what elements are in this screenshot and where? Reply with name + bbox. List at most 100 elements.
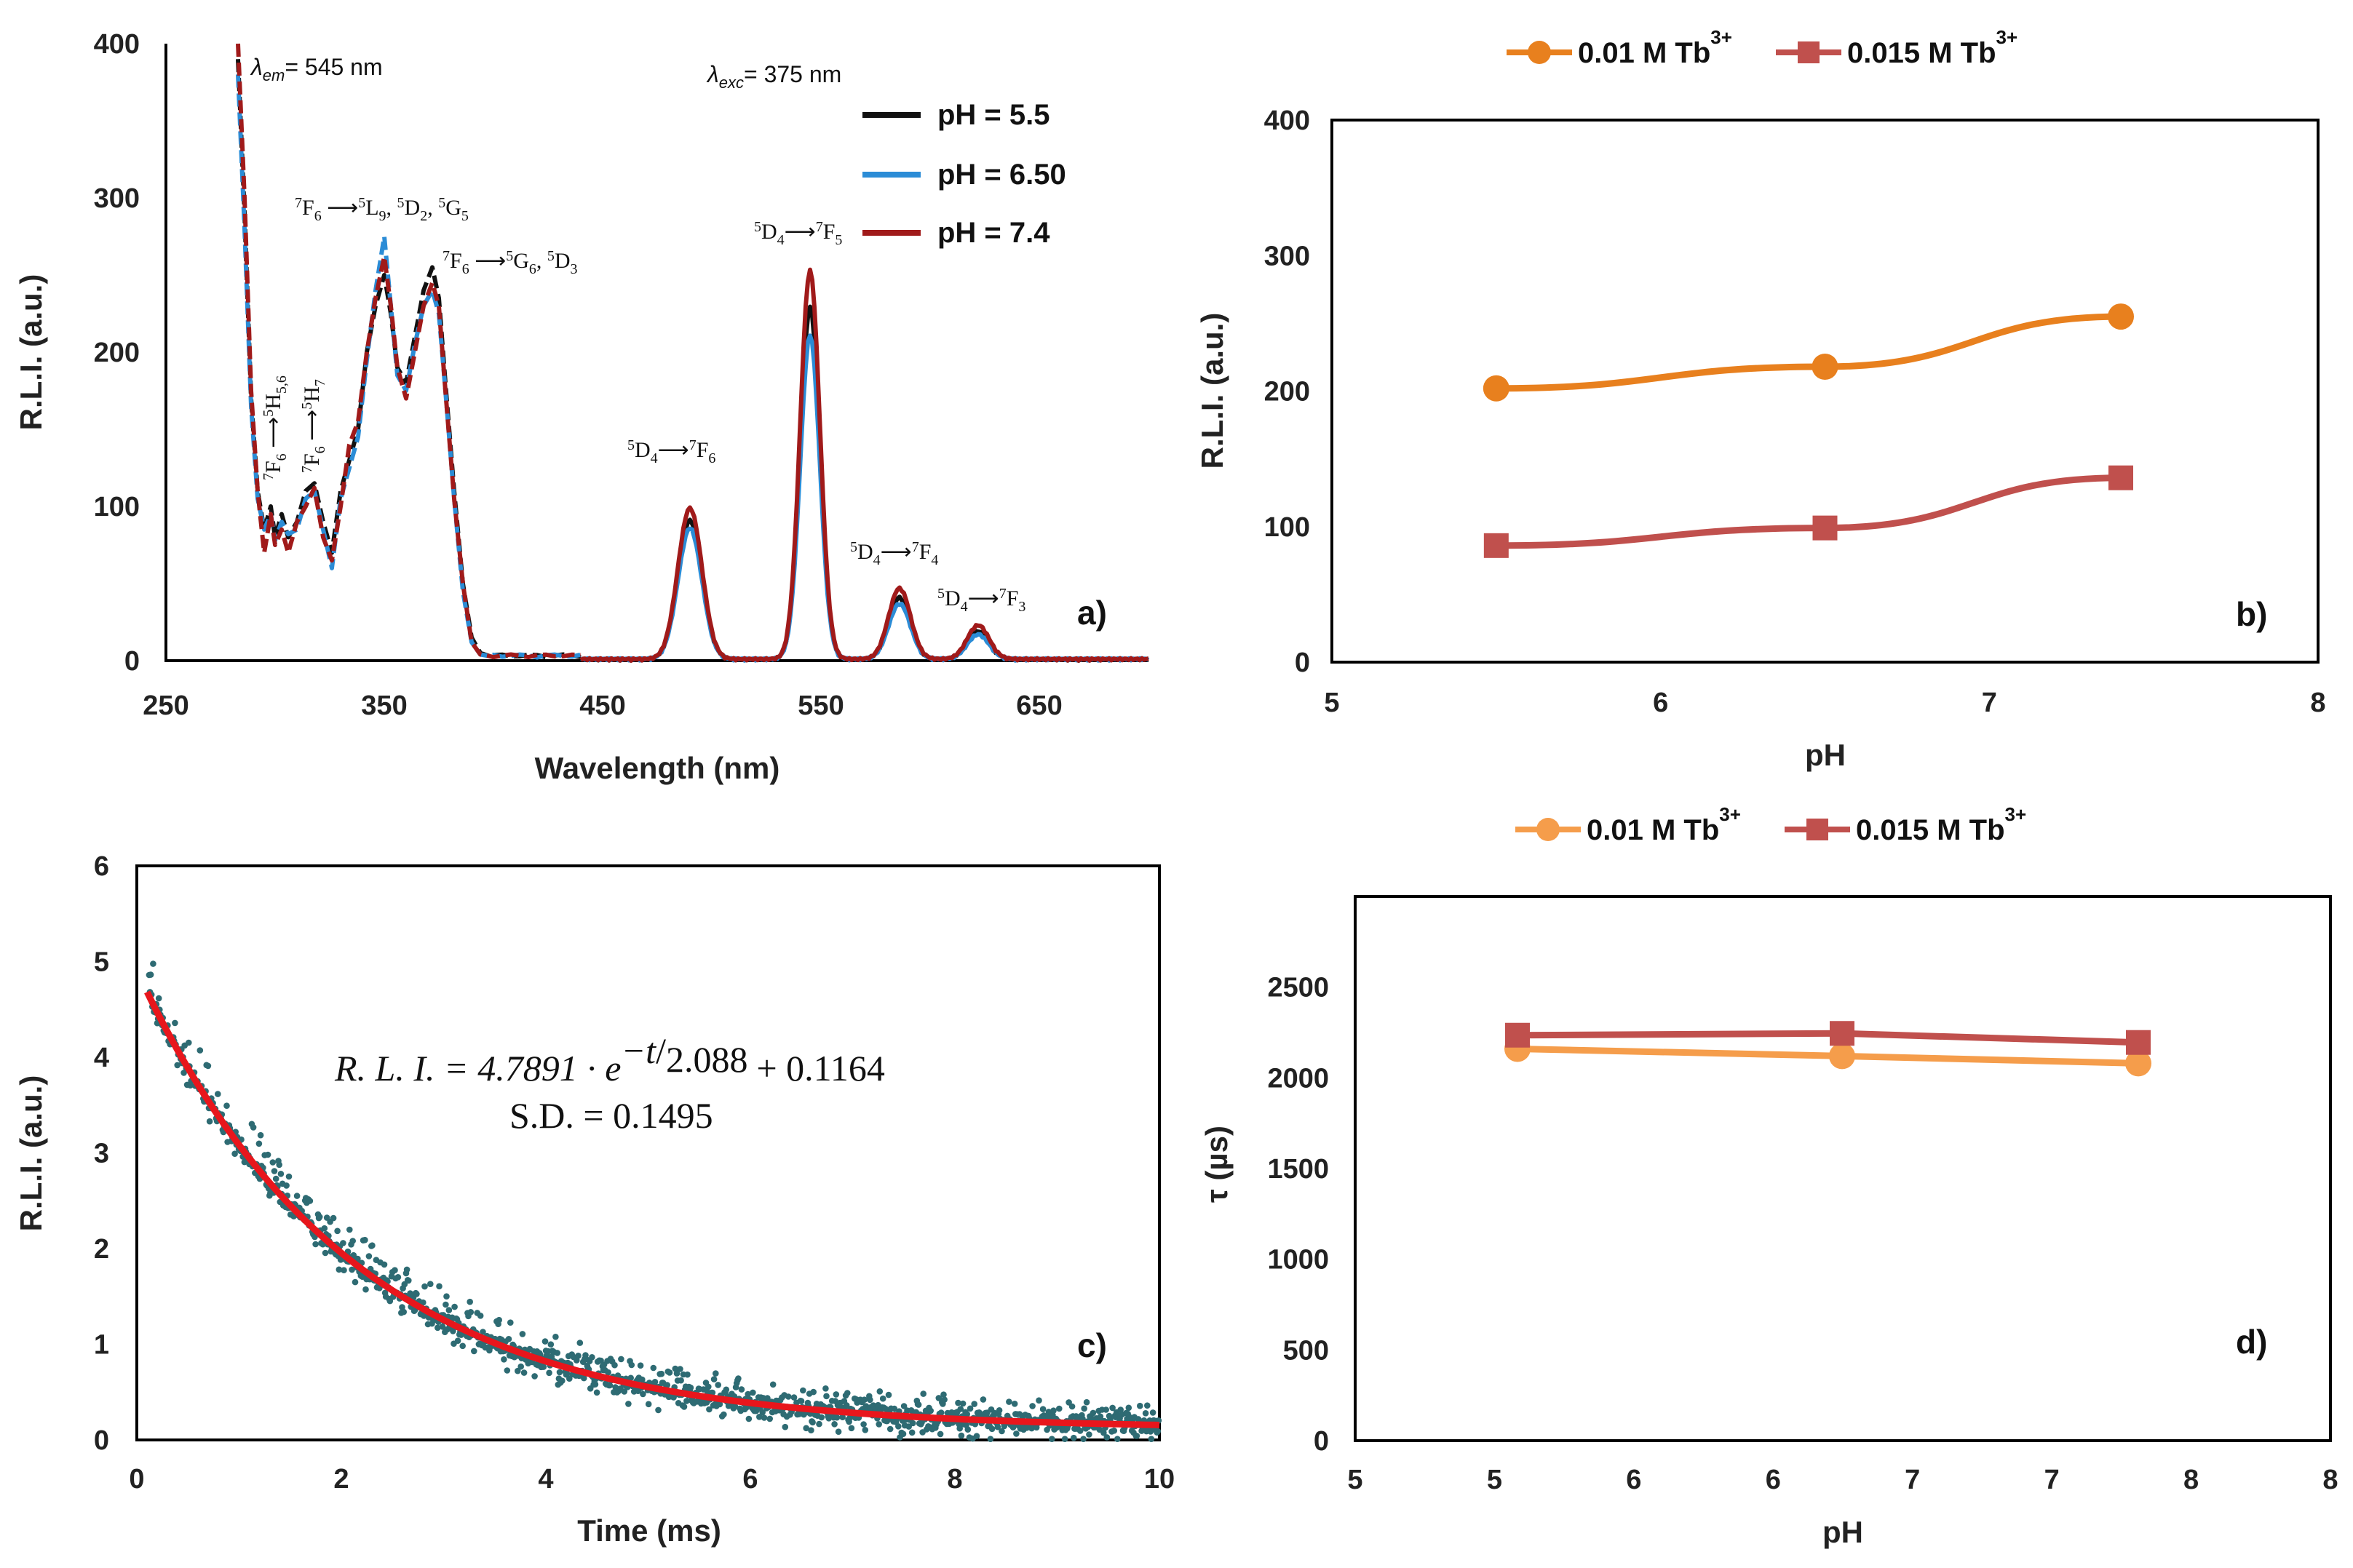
panel-d-x-tick-7: 8 bbox=[2322, 1465, 2338, 1495]
decay-point bbox=[592, 1381, 599, 1388]
panel-b-y-tick-100: 100 bbox=[1264, 512, 1310, 543]
decay-point bbox=[540, 1364, 547, 1370]
decay-point bbox=[769, 1381, 777, 1388]
decay-point bbox=[687, 1384, 694, 1391]
decay-point bbox=[723, 1386, 730, 1393]
decay-point bbox=[581, 1374, 587, 1382]
decay-point bbox=[1133, 1433, 1140, 1439]
panel-d-marker-0-1 bbox=[1829, 1043, 1855, 1070]
decay-point bbox=[180, 1070, 187, 1076]
panel-a-x-tick-4: 650 bbox=[1016, 691, 1062, 721]
panel-d-x-tick-5: 7 bbox=[2044, 1465, 2060, 1495]
decay-point bbox=[552, 1334, 559, 1340]
decay-point bbox=[900, 1430, 907, 1437]
decay-point bbox=[621, 1388, 628, 1395]
panel-d-x-tick-4: 7 bbox=[1905, 1465, 1920, 1495]
panel-d-marker-1-2 bbox=[2126, 1030, 2151, 1055]
decay-point bbox=[507, 1319, 514, 1326]
panel-a-y-tick-300: 300 bbox=[94, 183, 140, 214]
decay-point bbox=[940, 1391, 947, 1398]
decay-point bbox=[606, 1382, 614, 1389]
decay-point bbox=[346, 1226, 353, 1233]
decay-point bbox=[1135, 1416, 1142, 1422]
decay-point bbox=[394, 1274, 402, 1281]
panel-a-transition-7F6: 5D4⟶7F6 bbox=[627, 437, 715, 466]
panel-c-frame bbox=[135, 864, 1161, 1441]
panel-a-y-tick-100: 100 bbox=[94, 492, 140, 522]
decay-point bbox=[955, 1399, 961, 1406]
decay-point bbox=[576, 1340, 584, 1346]
decay-point bbox=[1148, 1436, 1155, 1442]
panel-d-x-ticks: 5 5 6 6 7 7 8 8 bbox=[1347, 1465, 2338, 1495]
panel-d-series-line-1 bbox=[1517, 1030, 2139, 1046]
decay-point bbox=[471, 1348, 477, 1355]
decay-point bbox=[808, 1427, 814, 1433]
panel-d-marker-0-2 bbox=[2125, 1050, 2151, 1077]
panel-d-x-tick-2: 6 bbox=[1626, 1465, 1641, 1495]
panel-c-x-label: Time (ms) bbox=[577, 1513, 721, 1548]
panel-c-x-tick-0: 0 bbox=[129, 1464, 144, 1495]
decay-point bbox=[823, 1393, 830, 1400]
panel-a-x-label: Wavelength (nm) bbox=[535, 751, 780, 785]
decay-point bbox=[559, 1377, 566, 1384]
decay-point bbox=[1056, 1405, 1063, 1412]
decay-point bbox=[197, 1047, 204, 1054]
decay-point bbox=[362, 1236, 368, 1243]
decay-point bbox=[715, 1382, 721, 1388]
decay-point bbox=[1039, 1406, 1047, 1412]
panel-b-marker-0-0 bbox=[1483, 375, 1509, 402]
decay-point bbox=[435, 1324, 441, 1332]
panel-a-exc-value: = 375 nm bbox=[744, 61, 841, 87]
decay-point bbox=[1144, 1402, 1151, 1409]
decay-point bbox=[257, 1131, 264, 1139]
decay-point bbox=[283, 1182, 290, 1189]
decay-point bbox=[405, 1277, 412, 1284]
panel-b-marker-0-1 bbox=[1812, 353, 1838, 380]
decay-point bbox=[999, 1428, 1005, 1435]
decay-point bbox=[967, 1405, 974, 1412]
panel-b-x-tick-1: 6 bbox=[1653, 688, 1668, 718]
panel-b-y-label: R.L.I. (a.u.) bbox=[1195, 313, 1229, 469]
decay-point bbox=[1086, 1431, 1092, 1438]
decay-point bbox=[352, 1278, 359, 1286]
decay-point bbox=[330, 1214, 337, 1222]
decay-point bbox=[782, 1423, 789, 1430]
panel-c-y-tick-1: 1 bbox=[94, 1330, 109, 1361]
panel-b-y-tick-0: 0 bbox=[1295, 648, 1310, 678]
panel-c-x-tick-3: 6 bbox=[742, 1464, 758, 1495]
decay-point bbox=[174, 1062, 180, 1069]
legend-label-b-001: 0.01 M Tb3+ bbox=[1578, 26, 1732, 69]
panel-b-series-line-1 bbox=[1496, 474, 2122, 549]
decay-point bbox=[900, 1403, 908, 1409]
panel-b-label: b) bbox=[2236, 595, 2267, 633]
panel-c-y-tick-2: 2 bbox=[94, 1234, 109, 1265]
decay-point bbox=[666, 1369, 673, 1376]
legend-label-ph65: pH = 6.50 bbox=[937, 159, 1066, 191]
decay-point bbox=[766, 1415, 773, 1422]
decay-point bbox=[215, 1091, 221, 1097]
decay-point bbox=[618, 1356, 624, 1363]
panel-b-marker-0-2 bbox=[2108, 303, 2134, 330]
panel-a-emission-excitation-spectra: 0 100 200 300 400 250 350 450 550 650 R.L.I. (a.… bbox=[14, 29, 1150, 785]
decay-point bbox=[627, 1374, 634, 1382]
panel-c-equation: R. L. I. = 4.7891 · e−t/2.088 + 0.1164 bbox=[334, 1030, 885, 1089]
decay-point bbox=[839, 1414, 846, 1420]
decay-point bbox=[272, 1175, 279, 1182]
decay-point bbox=[316, 1214, 323, 1220]
decay-point bbox=[1100, 1429, 1107, 1436]
decay-point bbox=[785, 1393, 792, 1400]
decay-point bbox=[1154, 1428, 1162, 1435]
panel-a-transition-7F3: 5D4⟶7F3 bbox=[937, 586, 1025, 615]
decay-point bbox=[640, 1390, 646, 1398]
decay-point bbox=[645, 1401, 652, 1408]
decay-point bbox=[1080, 1436, 1087, 1442]
panel-c-y-tick-5: 5 bbox=[94, 947, 109, 978]
legend-label-b-0015: 0.015 M Tb3+ bbox=[1847, 26, 2017, 69]
decay-point bbox=[336, 1266, 343, 1273]
panel-c-y-tick-3: 3 bbox=[94, 1139, 109, 1169]
panel-a-x-tick-0: 250 bbox=[143, 691, 189, 721]
panel-a-transition-5H7: 7F6 ⟶5H7 bbox=[299, 379, 328, 473]
decay-point bbox=[705, 1383, 712, 1390]
decay-point bbox=[1125, 1404, 1132, 1412]
decay-point bbox=[816, 1420, 822, 1428]
